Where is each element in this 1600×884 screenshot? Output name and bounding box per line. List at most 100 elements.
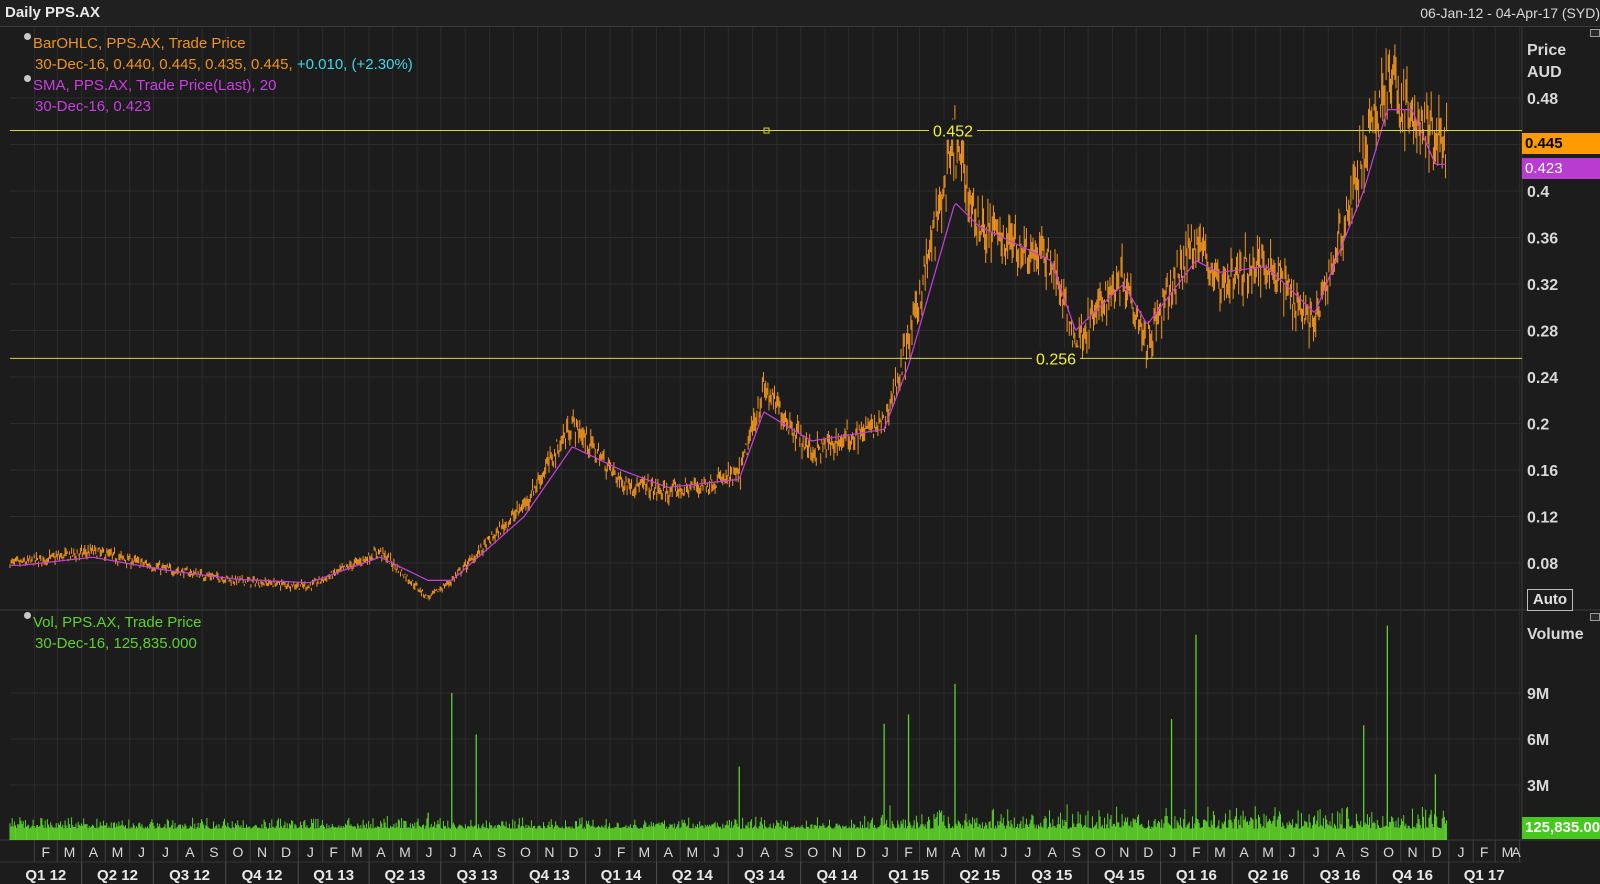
- quarter-tick-label: Q2 12: [97, 867, 138, 884]
- quarter-tick-label: Q3 13: [457, 867, 498, 884]
- ohlc-legend-name: BarOHLC, PPS.AX, Trade Price: [33, 35, 246, 52]
- volume-axis-title: Volume: [1527, 626, 1584, 643]
- last-volume-badge: 125,835.000: [1522, 817, 1600, 839]
- month-tick-label: J: [594, 844, 601, 860]
- month-tick-label: J: [737, 844, 744, 860]
- month-tick-label: J: [713, 844, 720, 860]
- month-tick-label: N: [832, 844, 842, 860]
- price-axis-unit: AUD: [1527, 64, 1562, 81]
- volume-legend: Vol, PPS.AX, Trade Price 30-Dec-16, 125,…: [24, 612, 201, 654]
- month-tick-label: J: [1289, 844, 1296, 860]
- month-tick-label: A: [185, 844, 195, 860]
- month-tick-label: S: [497, 844, 506, 860]
- month-tick-label: F: [617, 844, 626, 860]
- month-tick-label: M: [926, 844, 938, 860]
- month-tick-label: M: [351, 844, 363, 860]
- month-tick-label: N: [257, 844, 267, 860]
- month-tick-label: O: [233, 844, 244, 860]
- month-tick-label: J: [425, 844, 432, 860]
- ohlc-legend-values-row: 30-Dec-16, 0.440, 0.445, 0.435, 0.445, +…: [24, 54, 413, 75]
- month-tick-label: J: [307, 844, 314, 860]
- quarter-tick-label: Q3 14: [744, 867, 786, 884]
- month-tick-label: J: [882, 844, 889, 860]
- month-tick-label: O: [1383, 844, 1394, 860]
- legend-toggle-icon[interactable]: [24, 33, 31, 40]
- month-tick-label: F: [42, 844, 51, 860]
- quarter-tick-label: Q2 14: [672, 867, 714, 884]
- quarter-tick-label: Q1 14: [601, 867, 643, 884]
- month-tick-label: J: [1000, 844, 1007, 860]
- price-tick-label: 0.16: [1527, 463, 1558, 480]
- price-tick-label: 0.4: [1527, 184, 1549, 201]
- quarter-tick-label: Q1 13: [313, 867, 354, 884]
- month-tick-label: M: [638, 844, 650, 860]
- ohlc-legend-name-row: BarOHLC, PPS.AX, Trade Price: [24, 33, 413, 54]
- month-tick-label: A: [1239, 844, 1249, 860]
- volume-tick-label: 9M: [1527, 686, 1549, 703]
- quarter-tick-label: Q4 16: [1392, 867, 1433, 884]
- price-tick-label: 0.48: [1527, 91, 1558, 108]
- quarter-tick-label: Q1 17: [1464, 867, 1505, 884]
- price-tick-label: 0.12: [1527, 510, 1558, 527]
- volume-panel-bg: [0, 611, 1600, 840]
- volume-tick-label: 3M: [1527, 778, 1549, 795]
- month-tick-label: N: [544, 844, 554, 860]
- hline-drag-handle[interactable]: [763, 127, 770, 134]
- volume-legend-name-row: Vol, PPS.AX, Trade Price: [24, 612, 201, 633]
- month-tick-label: M: [1214, 844, 1226, 860]
- month-tick-label: J: [1169, 844, 1176, 860]
- hline-label-bg: [1032, 347, 1080, 368]
- month-tick-label: F: [1480, 844, 1489, 860]
- month-tick-label: A: [1048, 844, 1058, 860]
- month-tick-label: A: [473, 844, 483, 860]
- month-tick-label: F: [329, 844, 338, 860]
- quarter-tick-label: Q4 14: [816, 867, 858, 884]
- hline-label: 0.256: [1036, 351, 1076, 368]
- price-tick-label: 0.32: [1527, 277, 1558, 294]
- price-tick-label: 0.28: [1527, 324, 1558, 341]
- quarter-tick-label: Q3 12: [169, 867, 210, 884]
- month-tick-label: J: [1313, 844, 1320, 860]
- price-tick-label: 0.2: [1527, 417, 1549, 434]
- price-tick-label: 0.36: [1527, 231, 1558, 248]
- ohlc-legend-values: 30-Dec-16, 0.440, 0.445, 0.435, 0.445,: [35, 56, 293, 73]
- month-tick-label: S: [1072, 844, 1081, 860]
- auto-scale-button[interactable]: Auto: [1527, 589, 1573, 611]
- volume-tick-label: 6M: [1527, 732, 1549, 749]
- quarter-tick-label: Q4 13: [529, 867, 570, 884]
- month-tick-label: M: [687, 844, 699, 860]
- month-tick-label: O: [1095, 844, 1106, 860]
- month-tick-label: J: [162, 844, 169, 860]
- month-tick-label: A: [376, 844, 386, 860]
- month-tick-label: M: [1262, 844, 1274, 860]
- hline-label: 0.452: [933, 124, 973, 141]
- month-tick-label: M: [112, 844, 124, 860]
- month-tick-label: D: [281, 844, 291, 860]
- quarter-tick-label: Q3 16: [1320, 867, 1361, 884]
- month-tick-label: D: [1431, 844, 1441, 860]
- price-panel-menu-button[interactable]: [1590, 29, 1600, 37]
- month-tick-label: J: [1024, 844, 1031, 860]
- quarter-tick-label: Q2 16: [1248, 867, 1289, 884]
- volume-panel-menu-button[interactable]: [1590, 613, 1600, 621]
- price-tick-label: 0.08: [1527, 556, 1558, 573]
- legend-toggle-icon[interactable]: [24, 612, 31, 619]
- month-tick-label: A: [89, 844, 99, 860]
- month-tick-label: M: [399, 844, 411, 860]
- month-tick-label: J: [138, 844, 145, 860]
- price-axis-title: Price: [1527, 42, 1567, 59]
- quarter-tick-label: Q2 13: [384, 867, 425, 884]
- legend-toggle-icon[interactable]: [24, 75, 31, 82]
- title-bar: Daily PPS.AX 06-Jan-12 - 04-Apr-17 (SYD): [0, 0, 1600, 27]
- quarter-tick-label: Q3 15: [1031, 867, 1072, 884]
- month-tick-label: A: [1336, 844, 1346, 860]
- month-tick-label: S: [1360, 844, 1369, 860]
- quarter-tick-label: Q1 16: [1176, 867, 1217, 884]
- ohlc-legend-change: +0.010, (+2.30%): [296, 56, 413, 73]
- month-tick-label: F: [904, 844, 913, 860]
- volume-bars: [9, 804, 1448, 840]
- volume-legend-value: 30-Dec-16, 125,835.000: [35, 635, 197, 652]
- month-tick-label: O: [807, 844, 818, 860]
- volume-legend-name: Vol, PPS.AX, Trade Price: [33, 614, 202, 631]
- sma-line: [10, 109, 1446, 584]
